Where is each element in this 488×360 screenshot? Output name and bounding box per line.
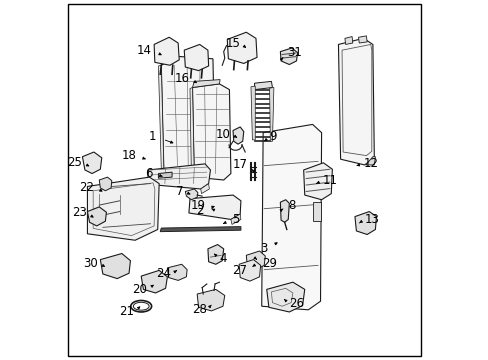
Polygon shape: [280, 200, 289, 222]
Text: 5: 5: [231, 213, 239, 226]
Text: 13: 13: [364, 213, 379, 226]
Text: 9: 9: [269, 130, 277, 144]
Ellipse shape: [170, 172, 176, 178]
Polygon shape: [192, 80, 220, 87]
Text: 2: 2: [195, 204, 203, 217]
Polygon shape: [250, 86, 255, 140]
Text: 19: 19: [190, 199, 205, 212]
Polygon shape: [100, 253, 130, 279]
Polygon shape: [192, 84, 230, 180]
Text: 17: 17: [232, 158, 247, 171]
Polygon shape: [197, 289, 224, 311]
Text: 27: 27: [232, 264, 247, 277]
Polygon shape: [365, 157, 375, 165]
Polygon shape: [147, 164, 210, 189]
Polygon shape: [313, 202, 320, 221]
Text: 7: 7: [176, 185, 183, 198]
Polygon shape: [158, 172, 172, 178]
Polygon shape: [190, 87, 194, 178]
Polygon shape: [87, 177, 159, 240]
Text: 8: 8: [287, 199, 295, 212]
Ellipse shape: [148, 278, 159, 287]
Polygon shape: [141, 270, 167, 293]
Text: 22: 22: [80, 181, 94, 194]
Text: 4: 4: [219, 252, 226, 265]
Text: 30: 30: [83, 257, 98, 270]
Text: 14: 14: [137, 44, 152, 57]
Polygon shape: [99, 177, 112, 191]
Text: 16: 16: [175, 72, 190, 85]
Ellipse shape: [106, 261, 115, 270]
Ellipse shape: [118, 261, 125, 268]
Polygon shape: [261, 125, 321, 310]
Polygon shape: [280, 48, 297, 64]
Text: 12: 12: [363, 157, 378, 170]
Text: 29: 29: [261, 257, 276, 270]
Polygon shape: [87, 207, 106, 226]
Polygon shape: [154, 37, 179, 65]
Polygon shape: [167, 264, 187, 280]
Polygon shape: [158, 65, 163, 170]
Polygon shape: [338, 39, 373, 165]
Text: 31: 31: [287, 46, 302, 59]
Polygon shape: [358, 36, 366, 43]
Polygon shape: [82, 152, 102, 174]
Polygon shape: [266, 282, 304, 312]
Text: 15: 15: [225, 36, 240, 50]
Polygon shape: [185, 189, 198, 200]
Polygon shape: [269, 87, 273, 141]
Polygon shape: [254, 81, 272, 90]
Text: 10: 10: [216, 127, 230, 141]
Polygon shape: [239, 260, 260, 281]
Polygon shape: [303, 163, 332, 200]
Text: 20: 20: [132, 283, 147, 296]
Text: 25: 25: [67, 156, 82, 169]
Polygon shape: [161, 56, 215, 173]
Text: 11: 11: [322, 174, 337, 187]
Text: 3: 3: [260, 242, 267, 255]
Polygon shape: [184, 44, 208, 71]
Polygon shape: [227, 32, 257, 63]
Text: 26: 26: [289, 297, 304, 310]
Polygon shape: [230, 214, 241, 225]
Polygon shape: [160, 226, 241, 231]
Polygon shape: [161, 53, 175, 65]
Text: 24: 24: [156, 267, 171, 280]
Text: 21: 21: [119, 306, 134, 319]
Polygon shape: [201, 184, 209, 194]
Polygon shape: [354, 212, 376, 234]
Text: 18: 18: [121, 149, 136, 162]
Text: 6: 6: [145, 167, 153, 180]
Text: 23: 23: [72, 207, 86, 220]
Text: 28: 28: [192, 303, 206, 316]
Polygon shape: [188, 195, 241, 220]
Text: 1: 1: [149, 130, 156, 144]
Polygon shape: [207, 244, 223, 264]
Polygon shape: [344, 37, 352, 44]
Polygon shape: [246, 251, 265, 270]
Polygon shape: [233, 127, 244, 144]
